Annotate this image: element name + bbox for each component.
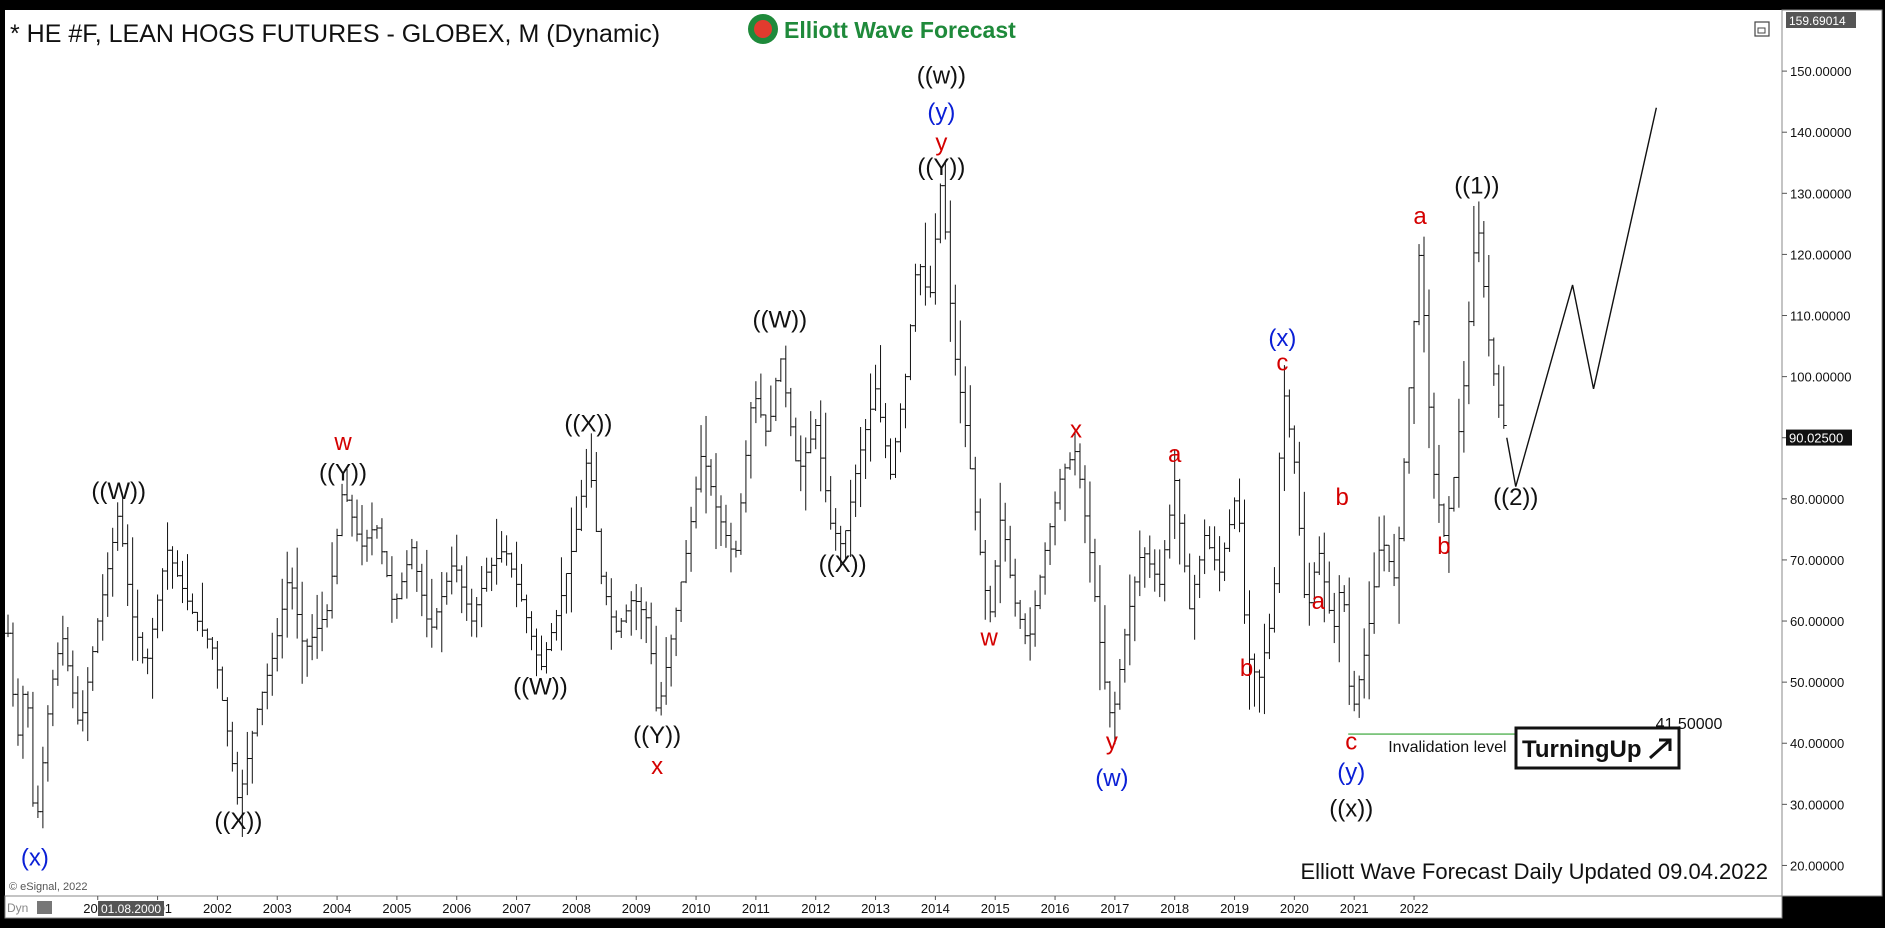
y-tick-label: 40.00000 — [1790, 736, 1844, 751]
y-tick-label: 80.00000 — [1790, 492, 1844, 507]
wave-label: a — [1312, 588, 1326, 615]
wave-label: (y) — [1337, 759, 1365, 786]
wave-label: ((Y)) — [917, 154, 965, 181]
window-restore-icon[interactable] — [1754, 21, 1770, 37]
last-price-badge — [1786, 429, 1852, 446]
x-tick-label: 2013 — [861, 901, 890, 916]
wave-label: ((Y)) — [633, 722, 681, 749]
x-tick-label: 2004 — [323, 901, 352, 916]
x-tick-label: 2021 — [1340, 901, 1369, 916]
wave-label: (w) — [1095, 765, 1128, 792]
plot-area — [5, 10, 1782, 896]
wave-label: (y) — [927, 99, 955, 126]
x-tick-label: 2014 — [921, 901, 950, 916]
wave-label: ((1)) — [1454, 172, 1499, 199]
y-tick-label: 70.00000 — [1790, 553, 1844, 568]
wave-label: ((2)) — [1493, 484, 1538, 511]
wave-label: ((X)) — [564, 411, 612, 438]
y-tick-label: 50.00000 — [1790, 675, 1844, 690]
x-tick-label: 2011 — [742, 901, 770, 916]
wave-label: b — [1437, 533, 1450, 560]
x-tick-label: 2005 — [382, 901, 411, 916]
x-tick-label: 2015 — [981, 901, 1010, 916]
brand-logo: Elliott Wave Forecast — [748, 14, 1016, 44]
y-tick-label: 120.00000 — [1790, 247, 1851, 262]
x-tick-label: 2018 — [1160, 901, 1189, 916]
wave-label: ((X)) — [214, 808, 262, 835]
x-tick-label: 2006 — [442, 901, 471, 916]
y-tick-label: 30.00000 — [1790, 797, 1844, 812]
brand-globe-icon-inner — [754, 20, 772, 38]
ohlc-bar — [1500, 366, 1507, 429]
x-tick-label: 2008 — [562, 901, 591, 916]
wave-label: ((w)) — [917, 62, 966, 89]
wave-label: b — [1240, 655, 1253, 682]
wave-label: ((Y)) — [319, 459, 367, 486]
wave-label: a — [1413, 203, 1427, 230]
wave-label: w — [980, 624, 999, 651]
wave-label: y — [935, 130, 947, 157]
wave-label: (x) — [1268, 325, 1296, 352]
x-tick-label: 2012 — [801, 901, 830, 916]
x-tick-label: 2022 — [1400, 901, 1429, 916]
x-tick-label: 2019 — [1220, 901, 1249, 916]
x-tick-labels: 2000200120022003200420052006200720082009… — [83, 896, 1428, 916]
svg-text:TurningUp: TurningUp — [1522, 736, 1642, 763]
wave-label: a — [1168, 441, 1182, 468]
footer-updated: Elliott Wave Forecast Daily Updated 09.0… — [1300, 859, 1768, 884]
y-tick-label: 100.00000 — [1790, 370, 1851, 385]
y-tick-label: 20.00000 — [1790, 858, 1844, 873]
wave-label: w — [333, 429, 352, 456]
x-tick-label: 2020 — [1280, 901, 1309, 916]
x-tick-label: 2009 — [622, 901, 651, 916]
wave-label: c — [1276, 350, 1288, 377]
y-tick-label: 140.00000 — [1790, 125, 1851, 140]
wave-label: ((x)) — [1329, 796, 1373, 823]
price-axis — [1781, 9, 1883, 897]
ohlc-bars — [4, 160, 1507, 837]
date-tag: 01.08.2000 — [101, 902, 161, 916]
y-tick-label: 130.00000 — [1790, 186, 1851, 201]
x-tick-label: 2016 — [1041, 901, 1070, 916]
x-tick-label: 2007 — [502, 901, 531, 916]
dyn-tag[interactable]: Dyn — [7, 901, 28, 915]
top-price-label: 159.69014 — [1789, 14, 1846, 28]
x-tick-label: 2003 — [263, 901, 292, 916]
y-tick-label: 110.00000 — [1790, 309, 1851, 324]
x-tick-label: 2017 — [1100, 901, 1129, 916]
time-axis — [4, 895, 1783, 919]
turningup-logo: TurningUp — [1514, 726, 1681, 770]
invalidation-level-label: Invalidation level — [1388, 739, 1506, 756]
chart-title: * HE #F, LEAN HOGS FUTURES - GLOBEX, M (… — [10, 20, 660, 48]
top-price-badge — [1786, 12, 1856, 28]
copyright: © eSignal, 2022 — [9, 881, 87, 893]
y-tick-label: 60.00000 — [1790, 614, 1844, 629]
x-tick-label: 2002 — [203, 901, 232, 916]
wave-label: ((W)) — [91, 478, 146, 505]
last-price-label: 90.02500 — [1789, 431, 1843, 446]
y-tick-label: 150.00000 — [1790, 64, 1851, 79]
wave-label: b — [1336, 484, 1349, 511]
wave-label: x — [651, 753, 663, 780]
projection-path — [1506, 107, 1658, 487]
wave-label: ((W)) — [753, 307, 808, 334]
dyn-icon[interactable] — [37, 901, 52, 914]
wave-label: y — [1106, 728, 1118, 755]
wave-label: x — [1070, 417, 1082, 444]
wave-label: ((W)) — [513, 673, 568, 700]
x-tick-label: 2010 — [682, 901, 711, 916]
wave-label: ((X)) — [819, 551, 867, 578]
wave-labels: (x) ((W)) ((X)) w ((Y)) ((W)) ((X)) ((Y)) x ((W))… — [21, 62, 1538, 871]
date-tag-box — [98, 901, 164, 916]
wave-label: c — [1345, 728, 1357, 755]
wave-label: (x) — [21, 844, 49, 871]
brand-name: Elliott Wave Forecast — [784, 17, 1016, 43]
